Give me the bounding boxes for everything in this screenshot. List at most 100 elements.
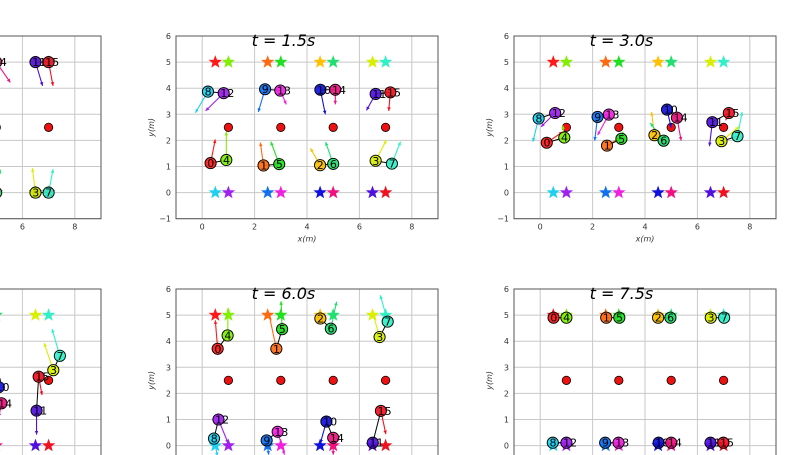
arrow-head-icon <box>39 81 44 86</box>
agent-id-label: 4 <box>223 154 230 167</box>
obstacle <box>718 122 729 132</box>
agent-marker <box>547 311 560 324</box>
x-tick-label: 8 <box>747 223 752 232</box>
agent-marker <box>314 83 327 96</box>
goal-star-icon <box>599 55 613 68</box>
agent-id-label: 3 <box>376 331 383 344</box>
agent-id-label: 1 <box>603 312 610 325</box>
goal-star-icon <box>261 308 275 321</box>
agent-marker <box>615 132 628 145</box>
agent-id-label: 13 <box>606 109 620 122</box>
goal-star-icon <box>28 438 43 452</box>
arrow-head-icon <box>668 123 673 128</box>
obstacle <box>43 122 54 132</box>
y-tick-label: −1 <box>159 215 171 224</box>
agent-marker <box>657 134 670 147</box>
goal-star-icon <box>0 312 3 321</box>
agent-id-label: 11 <box>372 88 386 101</box>
arrow-head-icon <box>259 142 263 147</box>
agent-id-label: 9 <box>594 111 601 124</box>
agent-id-label: 15 <box>726 107 740 120</box>
goal-star-icon <box>261 55 275 68</box>
agent-id-label: 2 <box>651 129 658 142</box>
arrow-head-icon <box>387 107 391 111</box>
obstacle <box>380 375 391 385</box>
agent-id-label: 1 <box>260 159 267 172</box>
agent-marker <box>271 425 284 438</box>
x-tick-label: 6 <box>695 223 700 232</box>
agent-id-label: 3 <box>372 155 379 168</box>
goal-star-icon <box>559 55 574 68</box>
agent-marker <box>207 432 221 445</box>
x-tick-label: 4 <box>304 223 309 232</box>
goal-star-icon <box>274 185 288 199</box>
arrow-head-icon <box>224 131 229 136</box>
arrow-head-icon <box>225 439 229 444</box>
y-tick-label: 2 <box>166 389 171 398</box>
y-tick-label: 5 <box>166 311 171 320</box>
goal-star-icon <box>651 185 665 199</box>
y-tick-label: 1 <box>166 163 171 172</box>
agent-id-label: 0 <box>543 137 550 150</box>
agent-id-label: 7 <box>57 350 64 363</box>
goal-star-icon <box>703 55 718 68</box>
arrow-head-icon <box>383 140 387 145</box>
arrow-head-icon <box>322 110 327 115</box>
agent-marker <box>327 431 340 444</box>
arrow-head-icon <box>532 137 536 142</box>
agent-id-label: 9 <box>263 434 270 447</box>
obstacle <box>276 375 286 385</box>
y-tick-label: 6 <box>166 285 171 294</box>
arrow-head-icon <box>540 123 545 127</box>
goal-star-icon <box>365 55 380 68</box>
agent-id-label: 0 <box>214 343 221 356</box>
obstacle <box>328 375 338 385</box>
arrow-head-icon <box>39 391 44 395</box>
agent-id-label: 15 <box>378 405 392 418</box>
obstacle <box>380 122 391 132</box>
x-tick-label: 8 <box>409 223 414 232</box>
goal-star-icon <box>326 308 340 321</box>
obstacle <box>614 122 624 132</box>
arrow-head-icon <box>0 169 2 174</box>
arrow-head-icon <box>213 320 218 325</box>
agent-marker <box>42 186 55 199</box>
obstacle <box>223 375 233 385</box>
goal-star-icon <box>546 185 560 199</box>
arrow-head-icon <box>43 343 47 347</box>
x-tick-label: 6 <box>20 223 25 232</box>
goal-star-icon <box>313 185 327 199</box>
goal-star-icon <box>365 185 380 199</box>
agent-marker <box>369 87 382 100</box>
arrow-head-icon <box>379 295 384 300</box>
arrow-head-icon <box>283 100 287 105</box>
agent-id-label: 12 <box>215 414 229 427</box>
agent-marker <box>211 342 224 355</box>
agent-marker <box>600 311 613 324</box>
agent-marker <box>546 436 559 449</box>
agent-marker <box>53 349 66 362</box>
agent-marker <box>324 322 337 335</box>
arrow-head-icon <box>650 122 654 127</box>
arrow-head-icon <box>34 431 39 435</box>
agent-marker <box>665 436 678 449</box>
agent-marker <box>715 135 728 148</box>
agent-marker <box>384 86 397 99</box>
goal-star-icon <box>221 438 236 452</box>
agent-id-label: 11 <box>707 437 721 450</box>
arrow-head-icon <box>50 81 55 86</box>
y-tick-label: 1 <box>166 416 171 425</box>
goal-star-icon <box>716 185 731 199</box>
agent-marker <box>327 157 340 170</box>
agent-id-label: 5 <box>279 323 286 336</box>
subplot-title: t = 6.0s <box>252 284 316 303</box>
goal-star-icon <box>703 185 718 199</box>
goal-star-icon <box>378 55 393 68</box>
arrow-head-icon <box>266 450 270 455</box>
agent-id-label: 10 <box>0 381 10 394</box>
y-tick-label: 1 <box>504 416 509 425</box>
goal-star-icon <box>261 185 275 199</box>
agent-id-label: 7 <box>45 187 52 200</box>
agent-id-label: 5 <box>616 312 623 325</box>
y-tick-label: 4 <box>504 84 509 93</box>
